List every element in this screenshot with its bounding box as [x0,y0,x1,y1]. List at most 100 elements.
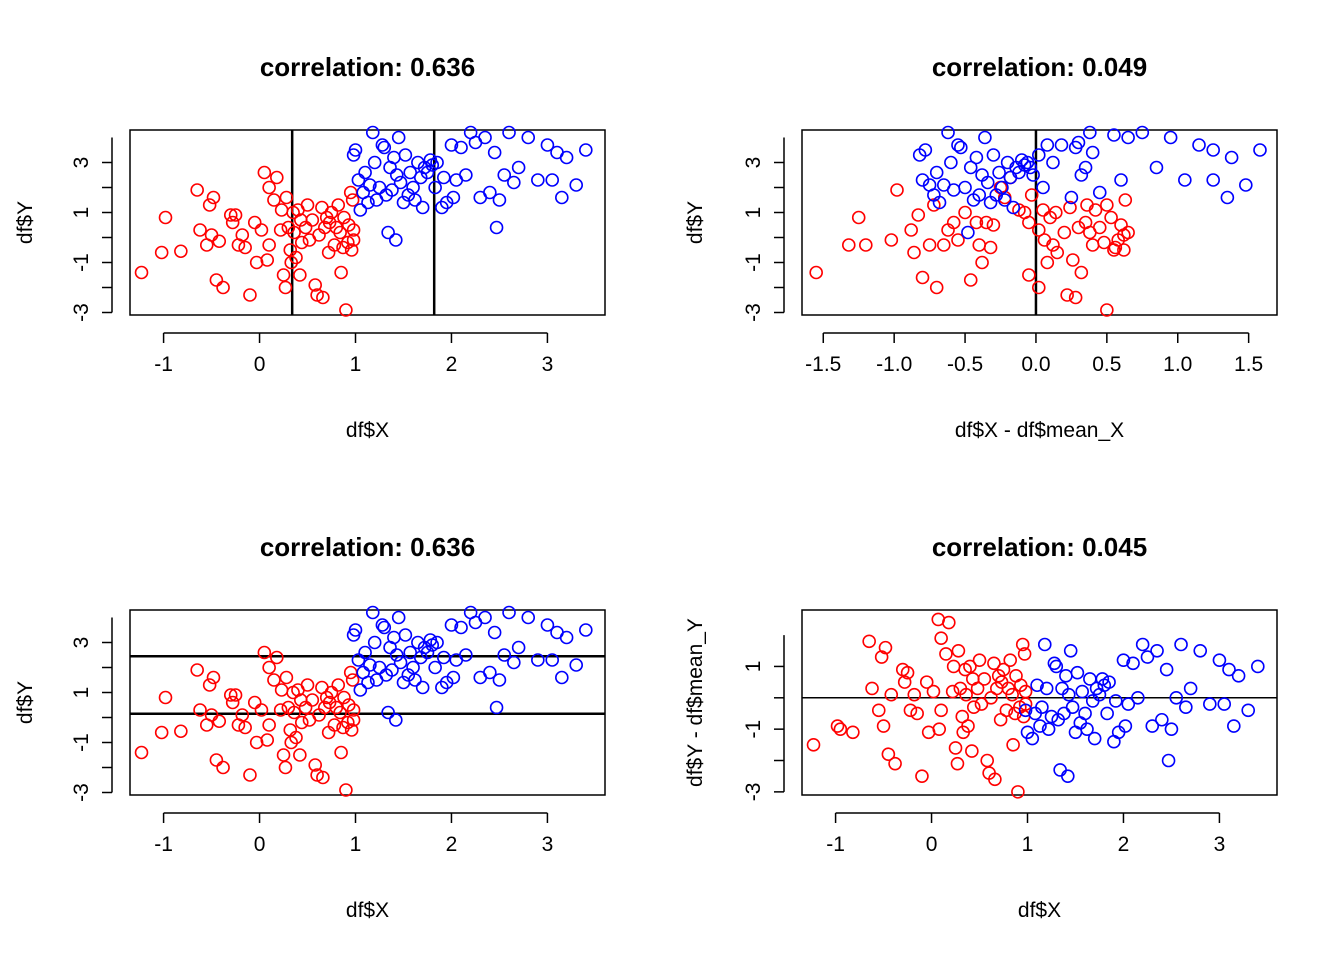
data-point [945,684,960,699]
data-point [1140,650,1155,664]
data-point [958,180,972,195]
data-point [540,618,555,632]
data-point [946,659,961,674]
data-point [950,756,965,771]
data-point [910,706,924,721]
data-point [436,170,451,185]
data-point [961,719,975,733]
data-point [339,303,353,317]
y-tick-label: 1 [70,207,93,219]
data-point [337,210,351,225]
data-point [871,703,886,718]
data-point [986,218,1001,232]
data-point [202,678,217,692]
data-point [225,215,240,230]
data-point [1063,200,1077,215]
data-point [345,193,360,207]
data-point [257,165,272,180]
data-point [1135,125,1150,140]
data-point [206,670,221,685]
data-point [492,193,507,207]
data-point [1003,653,1018,667]
data-point [969,150,984,165]
data-point [351,653,366,667]
data-point [1107,128,1121,142]
data-point [859,238,873,252]
x-tick-label: -1.0 [876,353,912,376]
data-point [1022,215,1036,230]
data-point [1033,719,1047,733]
data-point [1163,130,1178,145]
y-tick-label: 3 [70,157,93,169]
data-point [900,665,915,680]
data-point [408,673,422,687]
data-point [316,290,330,305]
data-point [915,173,930,187]
data-point [1078,160,1093,175]
x-tick-label: 0 [254,353,266,376]
data-point [274,203,289,217]
data-point [375,618,390,632]
data-point [1121,697,1136,711]
chart-title: correlation: 0.636 [260,532,475,562]
data-point [174,244,188,259]
data-point [888,756,902,771]
data-point [1114,173,1128,187]
x-tick-label: 2 [446,833,458,856]
data-point [966,700,981,715]
data-point [936,238,951,252]
data-point [235,228,250,242]
data-point [915,270,930,285]
data-point [249,255,264,270]
data-point [377,140,392,155]
data-point [444,138,459,152]
data-point [267,673,281,687]
y-tick-label: 1 [742,207,765,219]
data-point [833,722,848,736]
data-point [298,220,313,235]
data-point [569,178,584,192]
data-point [1087,731,1102,746]
data-point [1005,687,1019,702]
x-tick-label: 0.5 [1092,353,1121,376]
data-point [348,623,363,637]
data-point [270,170,284,185]
data-point [1085,238,1100,252]
data-point [420,165,435,180]
data-point [511,640,526,655]
data-point [216,280,230,295]
data-point [367,635,382,650]
data-point [257,645,272,660]
data-point [300,198,315,212]
data-point [1179,700,1193,715]
data-point [1049,659,1064,674]
data-point [1066,253,1080,267]
data-point [1164,722,1179,736]
data-point [339,783,353,797]
data-point [1031,223,1046,237]
x-tick-label: -1 [154,833,173,856]
data-point [980,753,995,768]
data-point [341,218,356,232]
data-point [435,680,449,695]
x-tick-label: 1.0 [1163,353,1192,376]
data-point [555,670,569,685]
data-point [254,223,269,237]
data-point [300,678,315,692]
data-point [531,653,545,667]
data-point [1206,173,1220,187]
data-point [1011,785,1025,799]
data-point [134,265,149,280]
data-point [391,610,406,625]
data-point [391,130,406,145]
data-point [1100,303,1114,317]
data-point [1037,637,1052,652]
x-tick-label: 0 [926,833,938,856]
data-point [987,656,1001,671]
data-point [454,620,468,635]
data-point [365,605,380,620]
chart-title: correlation: 0.636 [260,52,475,82]
data-point [343,185,358,200]
data-point [279,190,294,205]
data-point [327,718,342,732]
